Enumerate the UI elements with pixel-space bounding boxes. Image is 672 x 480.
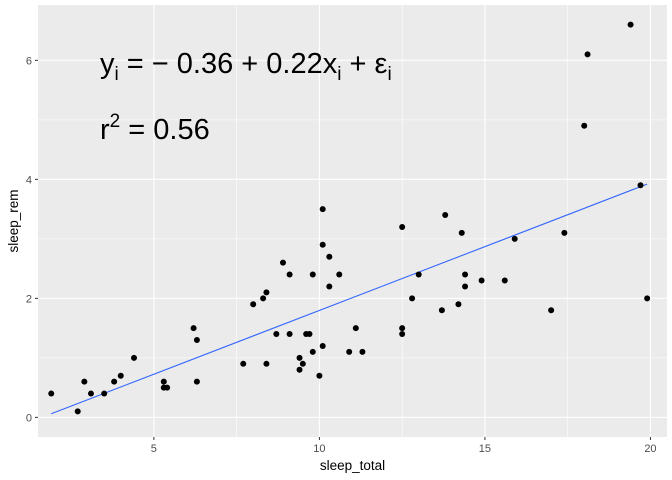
minor-gridlines (38, 5, 667, 437)
data-point (319, 206, 326, 213)
data-point (511, 235, 518, 242)
data-point (309, 348, 316, 355)
data-point (250, 301, 257, 308)
y-tick-label: 2 (26, 293, 32, 305)
data-point (81, 378, 88, 385)
data-point (478, 277, 485, 284)
data-point (637, 182, 644, 189)
r-squared-annotation: r2 = 0.56 (100, 111, 210, 146)
data-point (644, 295, 651, 302)
data-point (306, 331, 313, 338)
data-point (346, 348, 353, 355)
data-points (48, 21, 651, 415)
y-tick-label: 0 (26, 412, 32, 424)
data-point (286, 271, 293, 278)
data-point (319, 342, 326, 349)
data-point (299, 360, 306, 367)
data-point (160, 378, 167, 385)
data-point (458, 229, 465, 236)
data-point (309, 271, 316, 278)
data-point (286, 331, 293, 338)
data-point (352, 325, 359, 332)
x-tick-label: 5 (151, 443, 157, 455)
data-point (263, 289, 270, 296)
y-tick-label: 4 (26, 174, 32, 186)
data-point (462, 283, 469, 290)
data-point (87, 390, 94, 397)
data-point (548, 307, 555, 314)
data-point (561, 229, 568, 236)
data-point (627, 21, 634, 28)
data-point (279, 259, 286, 266)
data-point (111, 378, 118, 385)
data-point (326, 283, 333, 290)
data-point (584, 51, 591, 58)
x-tick-label: 20 (644, 443, 656, 455)
data-point (296, 354, 303, 361)
y-tick-label: 6 (26, 55, 32, 67)
x-axis-ticks: 5 10 15 20 (151, 437, 657, 455)
data-point (296, 366, 303, 373)
x-tick-label: 15 (479, 443, 491, 455)
major-gridlines (38, 5, 667, 437)
data-point (399, 223, 406, 230)
data-point (164, 384, 171, 391)
y-axis-ticks: 0 2 4 6 (26, 55, 38, 424)
y-axis-title: sleep_rem (6, 189, 21, 252)
x-axis-title: sleep_total (320, 458, 385, 473)
data-point (190, 325, 197, 332)
data-point (101, 390, 108, 397)
data-point (193, 337, 200, 344)
data-point (399, 331, 406, 338)
data-point (117, 372, 124, 379)
equation-annotation: yi = − 0.36 + 0.22xi + εi (100, 48, 392, 85)
data-point (193, 378, 200, 385)
x-tick-label: 10 (313, 443, 325, 455)
data-point (336, 271, 343, 278)
data-point (240, 360, 247, 367)
data-point (326, 253, 333, 260)
data-point (415, 271, 422, 278)
data-point (581, 122, 588, 129)
data-point (263, 360, 270, 367)
data-point (455, 301, 462, 308)
data-point (48, 390, 55, 397)
data-point (131, 354, 138, 361)
plot-panel (38, 5, 667, 437)
data-point (260, 295, 267, 302)
data-point (462, 271, 469, 278)
data-point (409, 295, 416, 302)
data-point (273, 331, 280, 338)
data-point (501, 277, 508, 284)
data-point (319, 241, 326, 248)
data-point (359, 348, 366, 355)
data-point (316, 372, 323, 379)
data-point (442, 212, 449, 219)
data-point (438, 307, 445, 314)
data-point (399, 325, 406, 332)
data-point (74, 408, 81, 415)
regression-line (51, 183, 648, 415)
